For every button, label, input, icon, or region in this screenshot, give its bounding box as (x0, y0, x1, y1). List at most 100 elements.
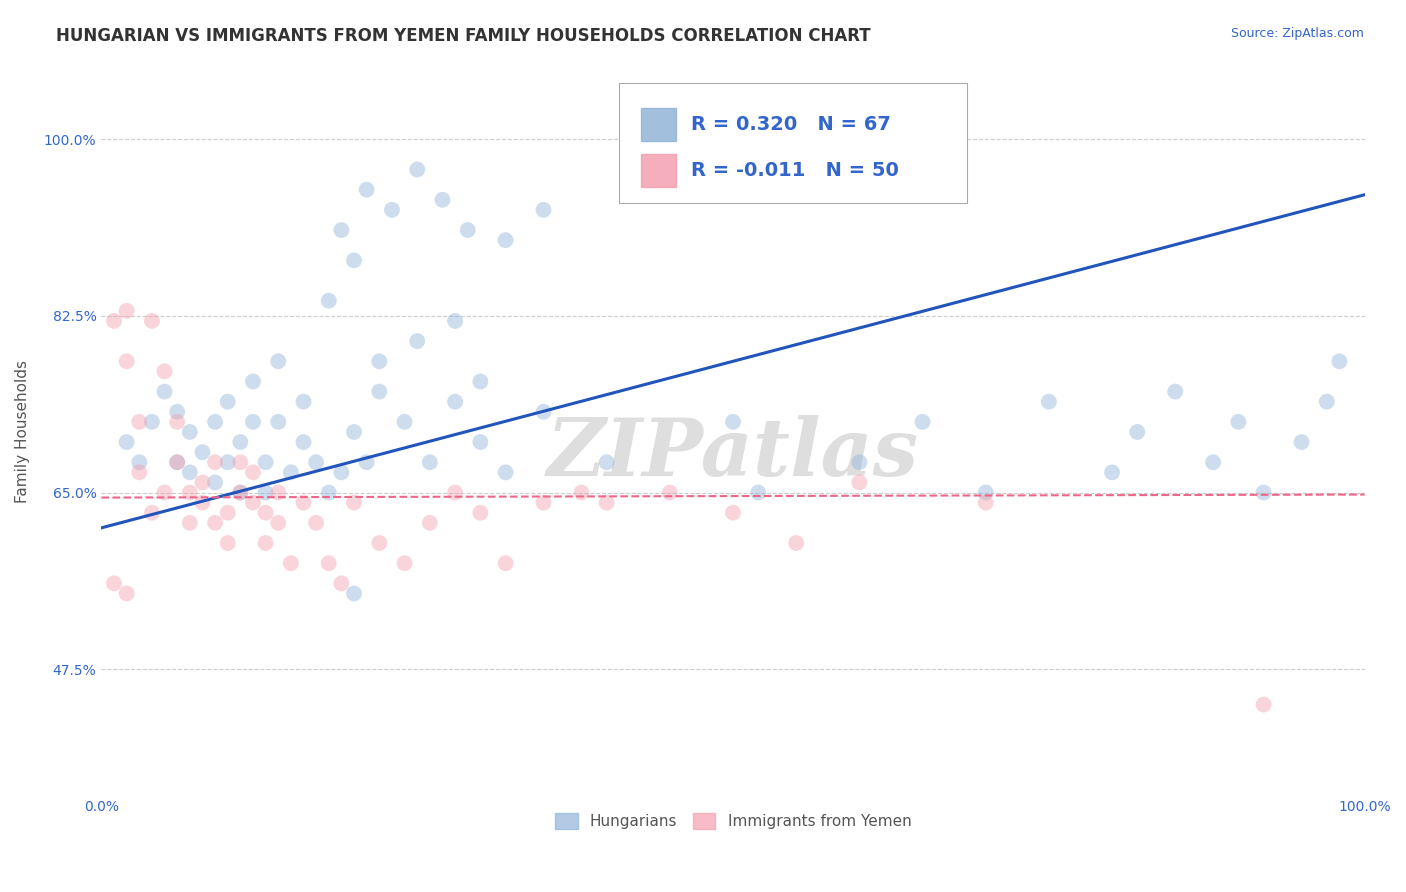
Point (356, 455, 378, 469)
Point (217, 455, 239, 469)
Point (267, 516, 290, 530)
Point (217, 536, 239, 550)
Point (432, 193, 454, 207)
Point (254, 536, 277, 550)
Point (444, 394, 467, 409)
Point (368, 536, 391, 550)
Point (242, 466, 264, 480)
Point (141, 506, 163, 520)
Point (533, 405, 555, 419)
Point (533, 495, 555, 509)
Point (596, 495, 619, 509)
Point (128, 455, 150, 469)
Point (318, 485, 340, 500)
Point (394, 415, 416, 429)
Text: ZIPatlas: ZIPatlas (547, 415, 920, 492)
Point (204, 455, 226, 469)
Point (254, 485, 277, 500)
Point (217, 394, 239, 409)
Point (1316, 394, 1339, 409)
Point (229, 455, 252, 469)
Point (179, 425, 201, 439)
Point (179, 516, 201, 530)
Point (103, 576, 125, 591)
Bar (641, 108, 676, 141)
Point (242, 495, 264, 509)
Point (1164, 384, 1187, 399)
Y-axis label: Family Households: Family Households (15, 360, 30, 503)
Text: R = -0.011   N = 50: R = -0.011 N = 50 (692, 161, 900, 180)
Point (747, 485, 769, 500)
Point (848, 455, 870, 469)
Point (444, 485, 467, 500)
Point (406, 334, 429, 348)
Point (166, 455, 188, 469)
Point (103, 314, 125, 328)
Point (204, 415, 226, 429)
Point (974, 495, 997, 509)
Point (318, 293, 340, 308)
Point (204, 516, 226, 530)
Point (1291, 435, 1313, 450)
Point (1101, 466, 1123, 480)
Point (533, 202, 555, 217)
Point (495, 233, 517, 247)
Point (330, 466, 353, 480)
Point (292, 495, 315, 509)
FancyBboxPatch shape (619, 83, 967, 203)
Point (1253, 485, 1275, 500)
Point (153, 485, 176, 500)
Point (343, 495, 366, 509)
Point (571, 485, 593, 500)
Point (254, 455, 277, 469)
Point (141, 415, 163, 429)
Point (305, 455, 328, 469)
Point (785, 536, 807, 550)
Point (343, 586, 366, 600)
Point (1329, 354, 1351, 368)
Point (128, 415, 150, 429)
Point (444, 314, 467, 328)
Point (470, 435, 492, 450)
Point (280, 556, 302, 570)
Point (596, 455, 619, 469)
Point (204, 475, 226, 490)
Point (1202, 455, 1225, 469)
Point (330, 576, 353, 591)
Point (166, 405, 188, 419)
Point (254, 506, 277, 520)
Point (1126, 425, 1149, 439)
Point (495, 466, 517, 480)
Point (229, 485, 252, 500)
Point (115, 354, 138, 368)
Point (1253, 698, 1275, 712)
Point (406, 162, 429, 177)
Text: R = 0.320   N = 67: R = 0.320 N = 67 (692, 115, 891, 134)
Point (115, 303, 138, 318)
Point (495, 556, 517, 570)
Point (368, 354, 391, 368)
Point (1038, 394, 1060, 409)
Point (179, 466, 201, 480)
Point (356, 183, 378, 197)
Point (721, 415, 744, 429)
Point (280, 466, 302, 480)
Text: HUNGARIAN VS IMMIGRANTS FROM YEMEN FAMILY HOUSEHOLDS CORRELATION CHART: HUNGARIAN VS IMMIGRANTS FROM YEMEN FAMIL… (56, 27, 870, 45)
Point (267, 485, 290, 500)
Bar (641, 154, 676, 186)
Point (153, 384, 176, 399)
Point (267, 415, 290, 429)
Point (242, 415, 264, 429)
Point (305, 516, 328, 530)
Point (166, 455, 188, 469)
Point (848, 475, 870, 490)
Point (191, 475, 214, 490)
Point (394, 556, 416, 570)
Point (229, 485, 252, 500)
Point (179, 485, 201, 500)
Point (974, 485, 997, 500)
Point (658, 485, 681, 500)
Point (115, 586, 138, 600)
Point (191, 445, 214, 459)
Point (368, 384, 391, 399)
